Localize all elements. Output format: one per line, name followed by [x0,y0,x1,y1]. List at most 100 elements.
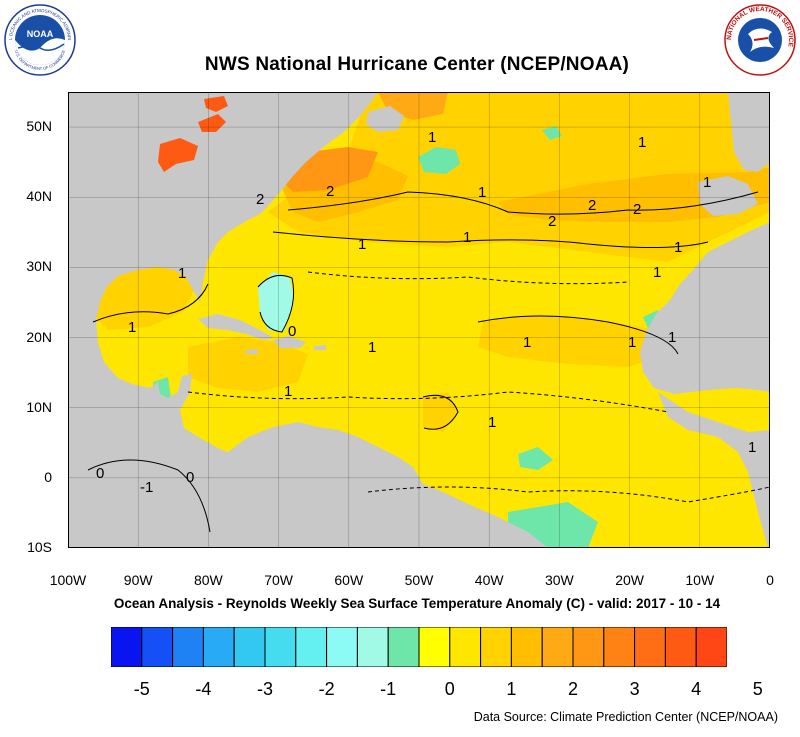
contour-label: 1 [428,129,436,146]
colorbar-swatch [172,627,204,667]
anomaly-patch-plus2-band [498,167,770,222]
great-lakes [158,96,228,172]
lat-tick-label: 10S [27,539,52,555]
land-iberia [698,176,758,216]
contour-label: 1 [674,239,682,256]
anomaly-patch-plus1-caribbean [188,337,308,392]
lat-tick-label: 10N [26,398,52,415]
lon-tick-label: 80W [193,572,223,588]
colorbar-label: 5 [752,679,763,699]
colorbar-label: 1 [506,679,517,699]
contour-label: 1 [628,334,636,351]
land-newfoundland [366,106,404,132]
contour-label: 1 [638,134,646,151]
contour-label: 1 [128,319,136,336]
contour-lines [87,191,770,533]
contour-label: 1 [368,339,376,356]
anomaly-patch-plus1-central [478,314,668,367]
colorbar-label: 4 [691,679,702,699]
anomaly-patch-cool-bahamas [258,272,294,332]
colorbar-swatch [510,627,543,667]
contour-label: 1 [358,236,366,253]
contour-1-eq [422,394,459,430]
contour-label: 2 [633,201,641,218]
colorbar-label: -3 [256,679,273,699]
land-canary-islands [688,274,694,278]
colorbar-label: -5 [133,679,150,699]
contour-label: 1 [703,174,711,191]
lon-tick-label: 20W [615,572,644,588]
anomaly-patch-cool-equator-e [518,447,553,470]
contour-1-central [477,315,679,355]
colorbar-swatch [695,627,727,667]
lon-tick-label: 30W [544,572,574,588]
lat-tick-label: 50N [26,118,52,135]
lat-tick-label: 30N [26,258,52,275]
colorbar-label: 0 [444,679,455,699]
lon-tick-label: 70W [264,572,293,588]
contour-label: 0 [96,465,104,482]
land-south-america [208,422,548,548]
land-north-america [68,92,378,548]
nws-logo: NATIONAL WEATHER SERVICE [724,4,796,76]
anomaly-patch-cool-north [418,147,460,174]
map-subtitle: Ocean Analysis - Reynolds Weekly Sea Sur… [113,596,721,611]
contour-label: 1 [488,414,496,431]
colorbar-swatch [387,627,420,667]
colorbar-label: -1 [380,679,397,699]
colorbar-swatch [664,627,697,667]
lon-tick-label: 10W [685,572,715,588]
lat-tick-label: 0 [44,468,52,485]
grid-lines [68,92,770,548]
land-british-isles [736,92,758,122]
contour-1-north [272,231,709,249]
colorbar-label: -4 [195,679,212,699]
colorbar [111,627,727,667]
colorbar-swatch [418,627,451,667]
contour-label: 1 [523,334,531,351]
contour-dashed-1 [187,391,669,413]
contour-label: 1 [463,229,471,246]
colorbar-swatch [326,627,358,667]
noaa-logo-text: NOAA [27,29,54,39]
land-africa [640,222,770,394]
colorbar-swatch [480,627,512,667]
lat-tick-label: 40N [26,188,52,205]
colorbar-label: 2 [567,679,578,699]
contour-label: 1 [653,264,661,281]
contour-label: 1 [478,184,486,201]
lon-tick-label: 40W [474,572,504,588]
contour-label: 2 [256,191,264,208]
land-hispaniola [273,336,306,348]
colorbar-swatch [634,627,666,667]
lon-tick-label: 90W [123,572,153,588]
colorbar-swatch [572,627,605,667]
colorbar-swatch [449,627,482,667]
contour-0-pacific [87,459,211,533]
contour-1-gulf [92,283,209,323]
contour-label: 1 [748,439,756,456]
page-title: NWS National Hurricane Center (NCEP/NOAA… [204,54,630,75]
colorbar-label: -2 [318,679,335,699]
land-cuba [198,314,274,340]
lon-tick-label: 100W [49,572,87,588]
contour-2-north [287,191,759,215]
contour-label: 1 [668,329,676,346]
contour-label: 2 [588,197,596,214]
land-jamaica [246,349,258,354]
colorbar-swatch [264,627,297,667]
contour-label: 0 [186,469,194,486]
colorbar-swatch [233,627,266,667]
lon-tick-label: 60W [334,572,364,588]
contour-label: 1 [284,383,292,400]
lat-tick-label: 20N [26,328,52,345]
anomaly-patch-plus1-eq [423,392,458,432]
land-west-africa-coast [658,392,770,548]
contour-label: 0 [288,323,296,340]
contour-label: 1 [178,265,186,282]
lon-tick-label: 0 [766,572,774,588]
colorbar-swatch [111,627,143,667]
colorbar-label: 3 [629,679,640,699]
land-masses [68,92,770,548]
